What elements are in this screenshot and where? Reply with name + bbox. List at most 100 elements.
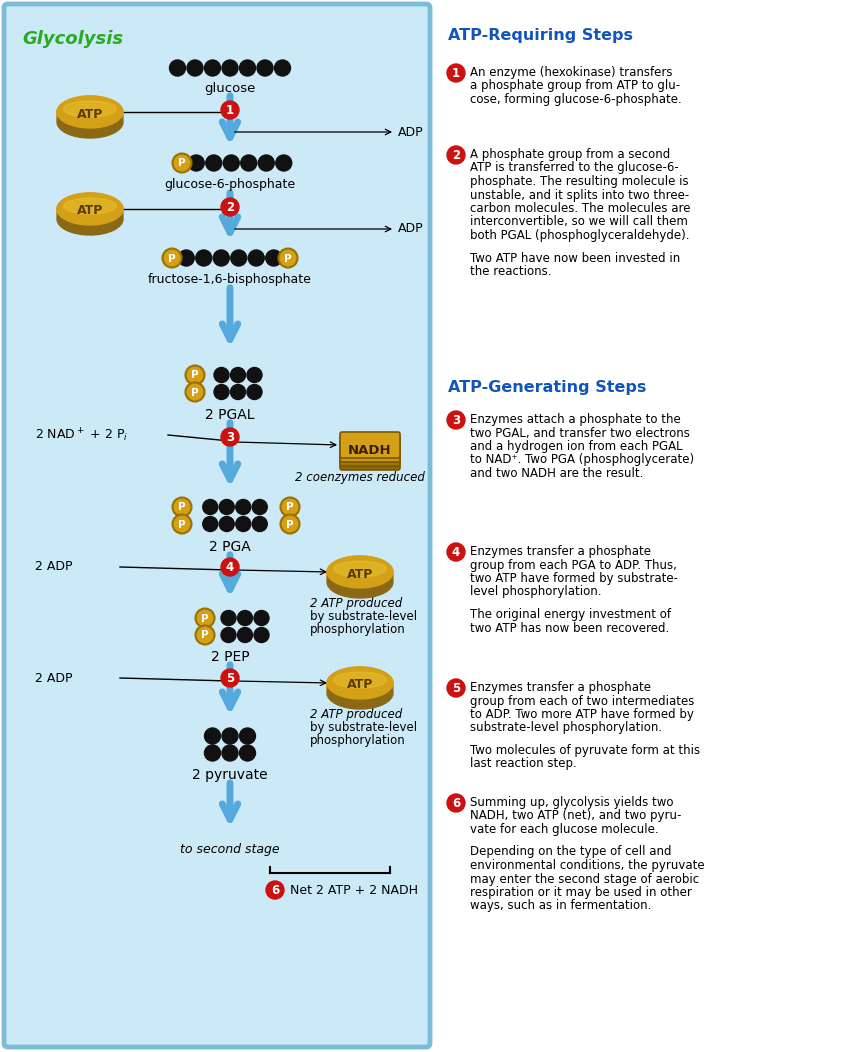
Circle shape [223, 155, 239, 171]
Text: ways, such as in fermentation.: ways, such as in fermentation. [470, 899, 651, 912]
Circle shape [178, 250, 194, 266]
Ellipse shape [327, 673, 393, 705]
Text: ATP is transferred to the glucose-6-: ATP is transferred to the glucose-6- [470, 162, 678, 175]
Circle shape [238, 610, 252, 626]
Circle shape [276, 155, 292, 171]
Text: 3: 3 [452, 414, 460, 427]
Circle shape [447, 543, 465, 561]
Ellipse shape [57, 193, 123, 225]
Circle shape [239, 60, 256, 76]
Circle shape [252, 500, 267, 514]
Circle shape [221, 627, 236, 643]
Text: Two molecules of pyruvate form at this: Two molecules of pyruvate form at this [470, 744, 700, 757]
Text: ADP: ADP [398, 223, 424, 236]
Circle shape [280, 514, 300, 533]
Text: P: P [284, 254, 292, 263]
Circle shape [257, 60, 273, 76]
Text: to NAD⁺. Two PGA (phosphoglycerate): to NAD⁺. Two PGA (phosphoglycerate) [470, 453, 694, 466]
Text: 6: 6 [452, 797, 460, 810]
Circle shape [222, 745, 238, 761]
Text: 6: 6 [271, 884, 279, 897]
Ellipse shape [57, 196, 123, 228]
Text: glucose-6-phosphate: glucose-6-phosphate [165, 178, 295, 191]
Text: vate for each glucose molecule.: vate for each glucose molecule. [470, 823, 659, 836]
Text: P: P [191, 387, 199, 398]
Text: 2 NAD$^+$ + 2 P$_i$: 2 NAD$^+$ + 2 P$_i$ [35, 426, 128, 444]
Text: Enzymes transfer a phosphate: Enzymes transfer a phosphate [470, 545, 651, 558]
Circle shape [239, 728, 256, 744]
Text: the reactions.: the reactions. [470, 265, 552, 278]
Circle shape [195, 608, 215, 627]
Text: cose, forming glucose-6-phosphate.: cose, forming glucose-6-phosphate. [470, 93, 682, 106]
Circle shape [239, 745, 256, 761]
Text: 2 PGA: 2 PGA [209, 540, 250, 554]
Text: 4: 4 [226, 561, 234, 574]
Circle shape [266, 881, 284, 899]
Circle shape [188, 155, 205, 171]
Text: ATP: ATP [76, 204, 104, 218]
Text: unstable, and it splits into two three-: unstable, and it splits into two three- [470, 188, 689, 202]
Text: P: P [286, 520, 294, 529]
Circle shape [236, 500, 250, 514]
Text: two PGAL, and transfer two electrons: two PGAL, and transfer two electrons [470, 426, 690, 440]
Circle shape [185, 365, 205, 384]
Circle shape [252, 517, 267, 531]
Text: and a hydrogen ion from each PGAL: and a hydrogen ion from each PGAL [470, 440, 683, 453]
Text: group from each of two intermediates: group from each of two intermediates [470, 694, 694, 708]
Circle shape [447, 679, 465, 697]
Circle shape [214, 384, 229, 400]
Text: 2 ADP: 2 ADP [35, 671, 72, 685]
Text: Two ATP have now been invested in: Two ATP have now been invested in [470, 251, 680, 264]
Circle shape [221, 198, 239, 216]
Circle shape [447, 64, 465, 82]
Circle shape [187, 60, 203, 76]
Ellipse shape [327, 670, 393, 702]
Circle shape [172, 498, 192, 517]
Text: 5: 5 [452, 682, 460, 695]
Text: Enzymes attach a phosphate to the: Enzymes attach a phosphate to the [470, 413, 681, 426]
Circle shape [205, 155, 222, 171]
Circle shape [222, 60, 238, 76]
FancyBboxPatch shape [4, 4, 430, 1047]
Text: environmental conditions, the pyruvate: environmental conditions, the pyruvate [470, 859, 705, 872]
Circle shape [219, 517, 234, 531]
Text: ATP-Requiring Steps: ATP-Requiring Steps [448, 28, 633, 43]
Text: An enzyme (hexokinase) transfers: An enzyme (hexokinase) transfers [470, 66, 672, 79]
Text: 2 PEP: 2 PEP [211, 650, 250, 664]
Circle shape [170, 60, 185, 76]
Circle shape [205, 745, 221, 761]
Circle shape [280, 498, 300, 517]
Text: 2 PGAL: 2 PGAL [205, 408, 255, 422]
Circle shape [248, 250, 264, 266]
Circle shape [221, 558, 239, 576]
Circle shape [230, 384, 245, 400]
Text: by substrate-level: by substrate-level [310, 610, 417, 623]
Text: ATP: ATP [346, 567, 374, 581]
Ellipse shape [327, 559, 393, 591]
Text: carbon molecules. The molecules are: carbon molecules. The molecules are [470, 202, 690, 215]
Text: Net 2 ATP + 2 NADH: Net 2 ATP + 2 NADH [290, 884, 418, 896]
Text: P: P [168, 254, 176, 263]
Circle shape [254, 610, 269, 626]
Text: Depending on the type of cell and: Depending on the type of cell and [470, 846, 672, 858]
Ellipse shape [64, 101, 116, 117]
Circle shape [214, 367, 229, 383]
Text: 3: 3 [226, 431, 234, 444]
Text: glucose: glucose [205, 82, 256, 95]
Circle shape [172, 154, 192, 173]
FancyBboxPatch shape [340, 440, 400, 466]
Circle shape [205, 728, 221, 744]
Circle shape [247, 384, 262, 400]
Circle shape [274, 60, 290, 76]
Ellipse shape [327, 566, 393, 598]
Text: last reaction step.: last reaction step. [470, 757, 576, 770]
Text: ADP: ADP [398, 125, 424, 139]
Circle shape [447, 794, 465, 812]
Ellipse shape [327, 557, 393, 588]
Text: may enter the second stage of aerobic: may enter the second stage of aerobic [470, 872, 699, 886]
Text: 2: 2 [226, 201, 234, 214]
Circle shape [231, 250, 247, 266]
Text: phosphorylation: phosphorylation [310, 623, 406, 636]
Circle shape [254, 627, 269, 643]
Text: P: P [191, 370, 199, 381]
